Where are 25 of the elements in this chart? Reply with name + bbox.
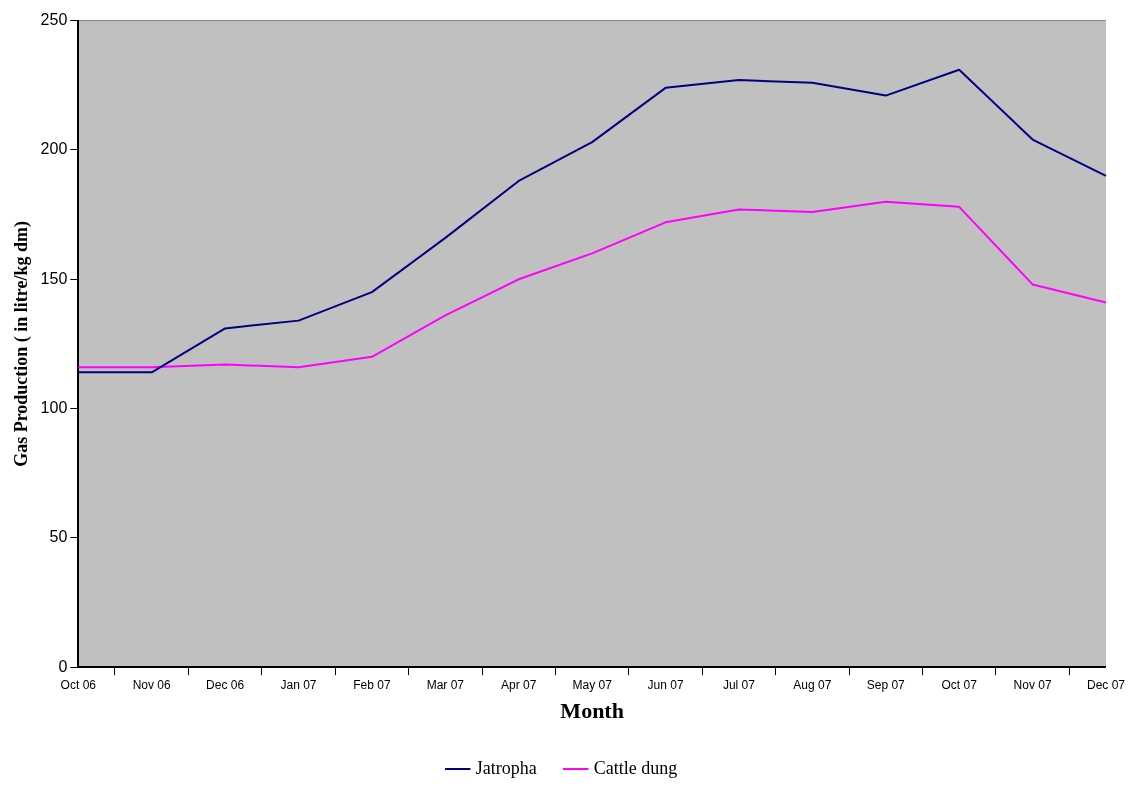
x-tick-label: Jul 07: [722, 677, 756, 692]
x-tick-label: Oct 07: [941, 677, 978, 692]
legend-label: Cattle dung: [593, 757, 678, 778]
y-tick-label: 0: [58, 657, 68, 675]
y-tick-label: 50: [49, 528, 68, 546]
x-tick-label: Dec 07: [1086, 677, 1126, 692]
x-axis-title: Month: [560, 698, 624, 724]
x-tick-label: Nov 06: [132, 677, 172, 692]
x-tick-label: Sep 07: [866, 677, 906, 692]
y-tick-label: 250: [40, 11, 68, 29]
x-tick-label: Dec 06: [206, 677, 245, 692]
y-tick-label: 100: [40, 398, 68, 416]
y-axis-title: Gas Production ( in litre/kg dm): [11, 220, 33, 467]
x-tick-label: Jun 07: [647, 677, 684, 692]
x-tick-label: Oct 06: [60, 677, 97, 692]
legend-label: Jatropha: [475, 757, 537, 778]
x-tick-label: Mar 07: [426, 677, 465, 692]
x-tick-label: Jan 07: [280, 677, 317, 692]
x-tick-label: Apr 07: [501, 677, 537, 692]
x-tick-label: Feb 07: [353, 677, 391, 692]
x-tick-label: Nov 07: [1013, 677, 1052, 692]
x-tick-label: Aug 07: [793, 677, 832, 692]
x-tick-label: May 07: [572, 677, 613, 692]
y-tick-label: 150: [40, 269, 68, 287]
y-tick-label: 200: [40, 140, 68, 158]
